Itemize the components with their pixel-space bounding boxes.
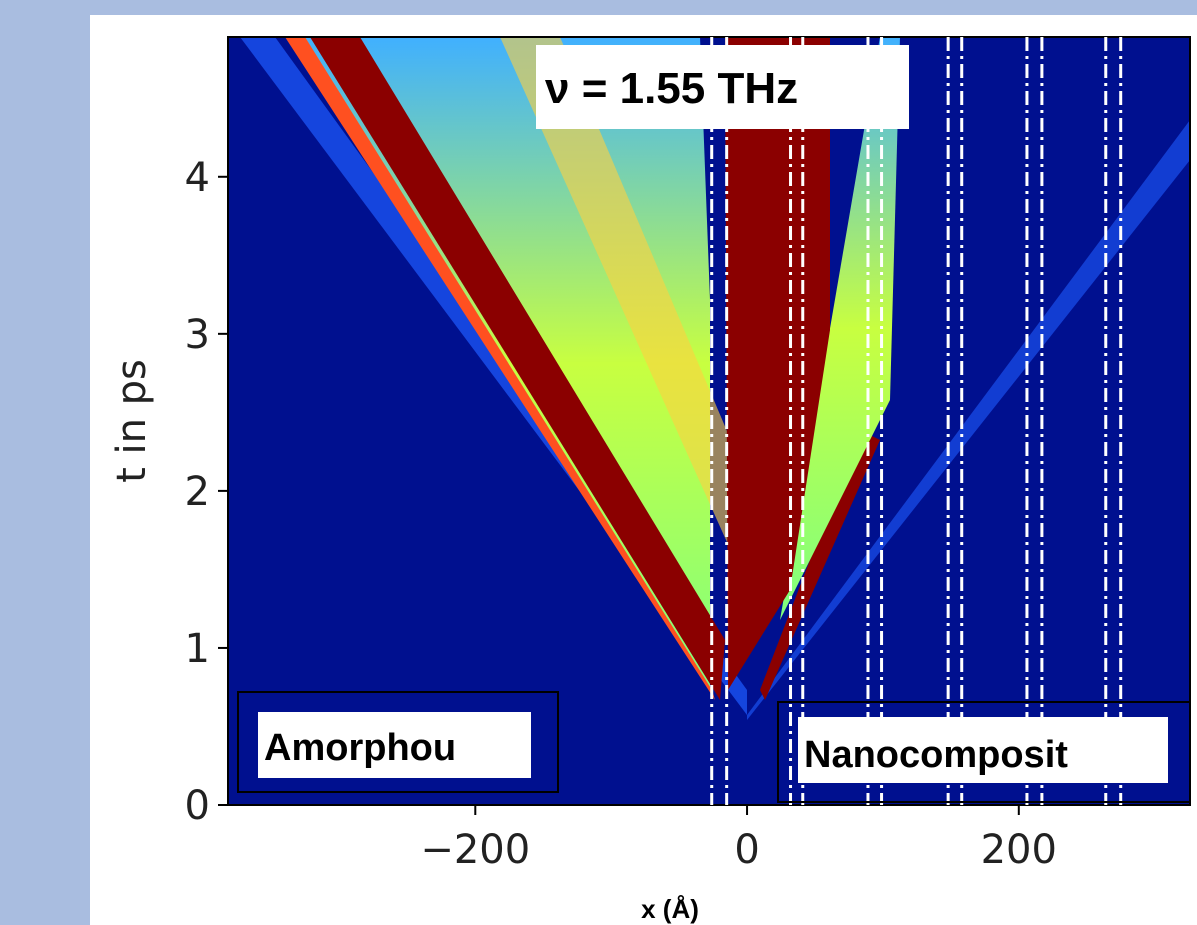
heatmap <box>228 37 1190 805</box>
plot-frame <box>227 36 1191 806</box>
y-tick-label: 2 <box>185 469 210 515</box>
y-tick-label: 0 <box>185 783 210 829</box>
x-tick-label: −200 <box>420 827 530 873</box>
annotation-box <box>258 712 531 778</box>
y-tick-label: 1 <box>185 626 210 672</box>
annotation: Amorphou <box>264 727 456 769</box>
y-tick-label: 3 <box>185 312 210 358</box>
annotation-frame <box>777 701 1191 803</box>
x-tick-label: 0 <box>734 827 759 873</box>
annotation-frame <box>237 691 559 793</box>
title-box <box>536 45 909 129</box>
x-tick-label: 200 <box>981 827 1057 873</box>
annotation: Nanocomposit <box>804 734 1068 776</box>
x-axis-label: x (Å) <box>641 894 699 924</box>
y-tick-label: 4 <box>185 155 210 201</box>
annotation-box <box>798 717 1168 783</box>
y-axis-label: t in ps <box>109 359 155 483</box>
chart-title: ν = 1.55 THz <box>545 64 798 113</box>
